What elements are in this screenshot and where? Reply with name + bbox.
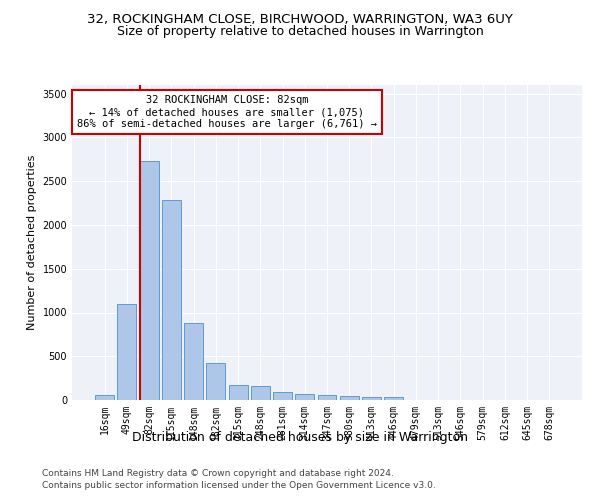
Bar: [362, 396, 381, 400]
Bar: [206, 363, 225, 400]
Bar: [251, 386, 270, 400]
Y-axis label: Number of detached properties: Number of detached properties: [27, 155, 37, 330]
Text: Distribution of detached houses by size in Warrington: Distribution of detached houses by size …: [132, 431, 468, 444]
Bar: [273, 392, 292, 400]
Bar: [295, 394, 314, 400]
Text: Size of property relative to detached houses in Warrington: Size of property relative to detached ho…: [116, 25, 484, 38]
Text: 32 ROCKINGHAM CLOSE: 82sqm
← 14% of detached houses are smaller (1,075)
86% of s: 32 ROCKINGHAM CLOSE: 82sqm ← 14% of deta…: [77, 96, 377, 128]
Bar: [162, 200, 181, 400]
Text: Contains public sector information licensed under the Open Government Licence v3: Contains public sector information licen…: [42, 481, 436, 490]
Bar: [184, 324, 203, 400]
Bar: [229, 385, 248, 400]
Bar: [317, 395, 337, 400]
Text: Contains HM Land Registry data © Crown copyright and database right 2024.: Contains HM Land Registry data © Crown c…: [42, 468, 394, 477]
Bar: [118, 304, 136, 400]
Text: 32, ROCKINGHAM CLOSE, BIRCHWOOD, WARRINGTON, WA3 6UY: 32, ROCKINGHAM CLOSE, BIRCHWOOD, WARRING…: [87, 12, 513, 26]
Bar: [384, 398, 403, 400]
Bar: [340, 396, 359, 400]
Bar: [95, 395, 114, 400]
Bar: [140, 161, 158, 400]
